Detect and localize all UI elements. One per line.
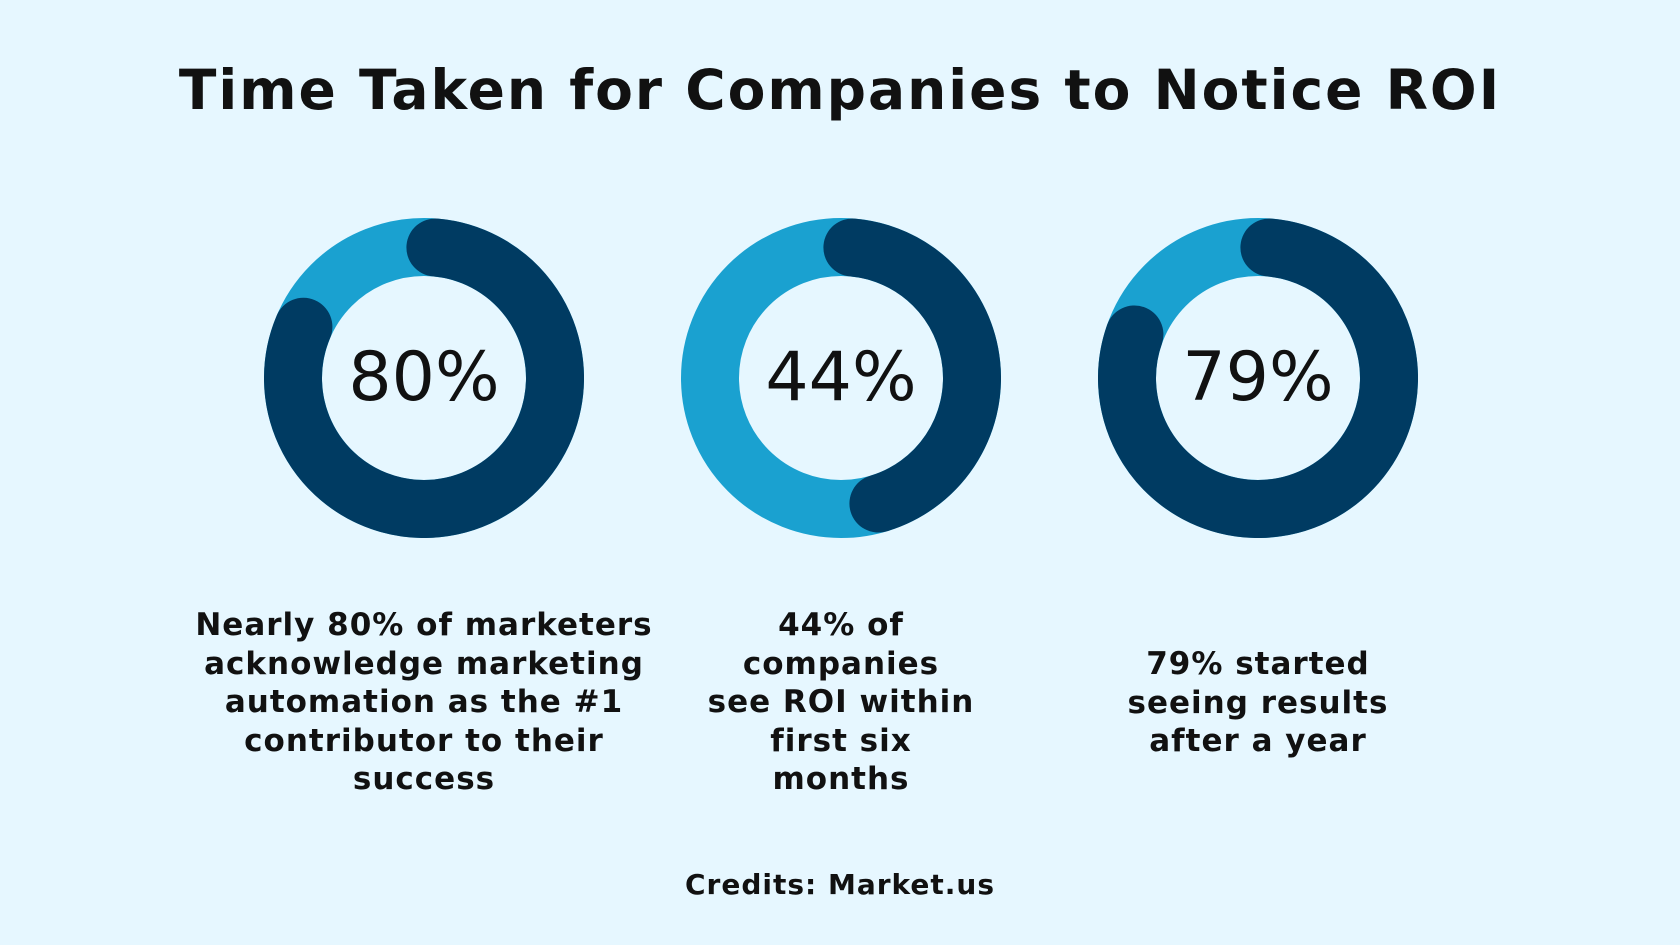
donut-3-svg (1098, 218, 1418, 538)
donut-1-caption: Nearly 80% of marketers acknowledge mark… (189, 606, 659, 799)
donut-2-caption-line: first six (770, 722, 912, 759)
donut-1-value-arc (264, 218, 584, 538)
donut-1-caption-line: success (352, 761, 496, 797)
credits-text: Credits: Market.us (684, 868, 996, 901)
donut-2-caption-line: see ROI within (707, 684, 975, 720)
donut-2-value-label: 44% (765, 338, 917, 417)
donut-3-caption-line: seeing results (1127, 684, 1389, 721)
donut-3-value-label: 79% (1182, 338, 1334, 417)
donut-1-caption-line: automation as the #1 (224, 684, 624, 720)
donut-2-caption-line: companies (742, 645, 940, 682)
donut-2-caption: 44% of companies see ROI within first si… (606, 606, 1076, 799)
donut-2-caption-line: 44% of (778, 607, 904, 643)
donut-1-caption-line: contributor to their (244, 722, 604, 759)
donut-1-caption-line: acknowledge marketing (204, 645, 644, 682)
donut-chart-2: 44% (681, 218, 1001, 538)
donut-2-value-arc (823, 218, 1001, 533)
donut-3-caption: 79% started seeing results after a year (1023, 645, 1493, 761)
donut-2-svg (681, 218, 1001, 538)
donut-3-caption-line: after a year (1149, 723, 1367, 759)
donut-chart-3: 79% (1098, 218, 1418, 538)
donut-chart-1: 80% (264, 218, 584, 538)
donut-3-value-arc (1098, 218, 1418, 538)
donut-1-svg (264, 218, 584, 538)
chart-title: Time Taken for Companies to Notice ROI (178, 58, 1502, 122)
donut-1-caption-line: Nearly 80% of marketers (195, 607, 653, 643)
donut-3-caption-line: 79% started (1146, 646, 1370, 682)
donut-1-value-label: 80% (348, 338, 500, 417)
donut-2-caption-line: months (772, 761, 910, 797)
